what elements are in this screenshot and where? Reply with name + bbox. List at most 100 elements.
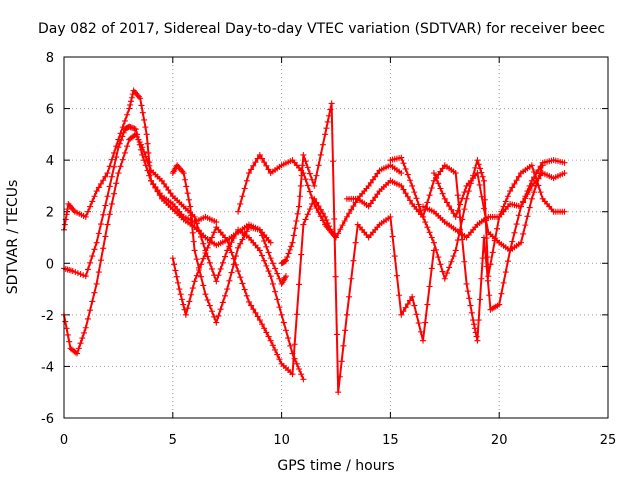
data-point — [417, 207, 424, 214]
data-point — [119, 124, 126, 131]
data-point — [106, 211, 113, 218]
data-point — [82, 213, 89, 220]
x-axis-label: GPS time / hours — [277, 458, 394, 474]
data-point — [428, 184, 435, 191]
data-point — [235, 244, 242, 251]
y-tick-label: -4 — [41, 360, 54, 375]
data-point — [400, 308, 407, 315]
y-tick-label: 2 — [46, 206, 54, 221]
data-point — [237, 274, 244, 281]
data-point — [285, 250, 292, 257]
data-point — [282, 327, 289, 334]
data-point — [348, 275, 355, 282]
data-point — [426, 192, 433, 199]
data-point — [115, 136, 122, 143]
data-point — [124, 143, 131, 150]
data-point — [424, 224, 431, 231]
data-point — [195, 266, 202, 273]
data-point — [513, 177, 520, 184]
data-point — [93, 188, 100, 195]
data-point — [404, 193, 411, 200]
data-point — [489, 249, 496, 256]
data-point — [193, 272, 200, 279]
data-point — [158, 177, 165, 184]
data-point — [437, 261, 444, 268]
data-point — [248, 166, 255, 173]
data-point — [100, 245, 107, 252]
data-point — [483, 217, 490, 224]
data-point — [437, 185, 444, 192]
data-point — [97, 221, 104, 228]
data-point — [317, 151, 324, 158]
data-point — [241, 286, 248, 293]
data-point — [398, 311, 405, 318]
data-point — [520, 199, 527, 206]
x-tick-label: 15 — [382, 433, 399, 448]
data-point — [206, 239, 213, 246]
data-point — [265, 249, 272, 256]
data-point — [315, 209, 322, 216]
data-point — [522, 222, 529, 229]
data-point — [108, 200, 115, 207]
data-point — [77, 271, 84, 278]
data-point — [82, 324, 89, 331]
data-point — [106, 183, 113, 190]
data-point — [300, 376, 307, 383]
data-point — [533, 182, 540, 189]
data-point — [424, 199, 431, 206]
data-point — [454, 192, 461, 199]
data-point — [402, 165, 409, 172]
series-track-6 — [235, 151, 405, 241]
data-point — [256, 317, 263, 324]
data-point — [309, 194, 316, 201]
data-point — [97, 180, 104, 187]
data-point — [74, 270, 81, 277]
data-point — [250, 162, 257, 169]
data-point — [81, 329, 88, 336]
data-point — [256, 226, 263, 233]
data-point — [167, 190, 174, 197]
data-point — [82, 273, 89, 280]
data-point — [108, 156, 115, 163]
data-point — [369, 197, 376, 204]
data-point — [406, 177, 413, 184]
data-point — [204, 244, 211, 251]
series-track-10 — [420, 170, 568, 241]
data-point — [332, 273, 339, 280]
data-point — [187, 203, 194, 210]
data-point — [146, 159, 153, 166]
data-point — [329, 158, 336, 165]
data-point — [219, 259, 226, 266]
data-point — [141, 148, 148, 155]
data-point — [217, 306, 224, 313]
data-point — [211, 229, 218, 236]
series-track-9 — [387, 154, 568, 344]
data-point — [448, 258, 455, 265]
data-point — [263, 262, 270, 269]
data-point — [237, 200, 244, 207]
data-point — [189, 229, 196, 236]
data-point — [276, 356, 283, 363]
data-point — [311, 200, 318, 207]
data-point — [328, 100, 335, 107]
data-point — [430, 239, 437, 246]
data-point — [91, 246, 98, 253]
data-point — [124, 111, 131, 118]
series-track-5 — [169, 195, 335, 378]
data-point — [333, 331, 340, 338]
data-point — [252, 159, 259, 166]
data-point — [372, 194, 379, 201]
data-point — [352, 239, 359, 246]
x-tick-label: 10 — [273, 433, 290, 448]
data-point — [145, 149, 152, 156]
data-point — [420, 337, 427, 344]
data-point — [459, 195, 466, 202]
data-point — [63, 211, 70, 218]
data-point — [515, 173, 522, 180]
data-point — [402, 304, 409, 311]
data-point — [483, 263, 490, 270]
data-point — [464, 288, 471, 295]
data-point — [89, 253, 96, 260]
data-point — [459, 236, 466, 243]
